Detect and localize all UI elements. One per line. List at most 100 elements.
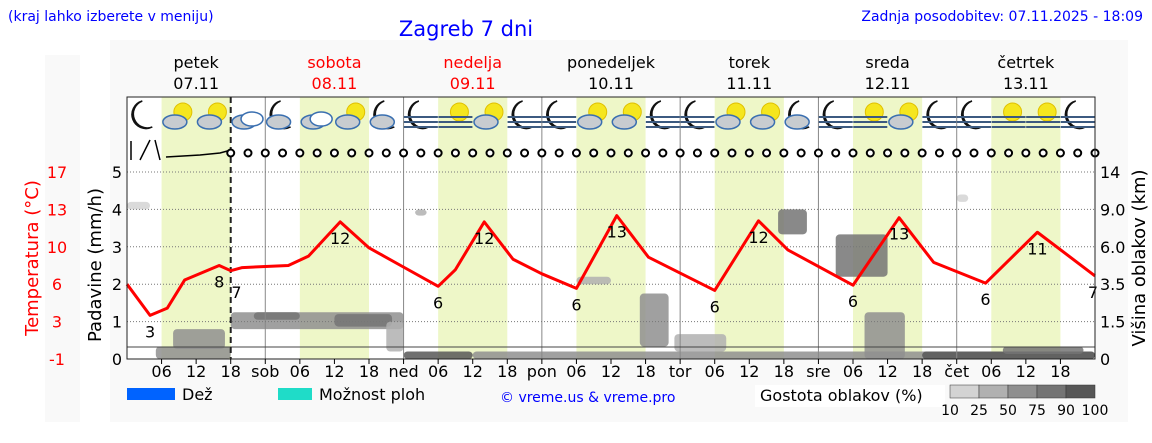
cloud-patch [173, 329, 225, 350]
legend-showers-swatch [278, 388, 312, 400]
day-date: 12.11 [865, 74, 911, 93]
sun-cloud-icon [196, 102, 227, 130]
temperature-label: 7 [1088, 283, 1098, 302]
cloud-height-tick: 0 [1100, 350, 1110, 369]
legend-density-label: Gostota oblakov (%) [760, 386, 923, 405]
x-tick: 06 [566, 362, 586, 381]
day-name: petek [173, 53, 219, 72]
daylight-bands [161, 97, 1061, 359]
calm-wind-marker [865, 148, 875, 158]
density-tick: 75 [1028, 403, 1046, 419]
calm-wind-marker [329, 148, 339, 158]
calm-wind-marker [710, 148, 720, 158]
calm-wind-marker [589, 148, 599, 158]
calm-wind-marker [381, 148, 391, 158]
calm-wind-marker [952, 148, 962, 158]
sun-fog-icon [1026, 102, 1061, 128]
cloud-patch [576, 276, 611, 285]
cloud-patch [956, 194, 969, 202]
x-tick: 12 [463, 362, 483, 381]
density-colorbar: 10 25 50 75 90 100 [941, 384, 1108, 419]
calm-wind-marker [1021, 148, 1031, 158]
x-tick: 12 [186, 362, 206, 381]
cloud-shape [369, 114, 396, 130]
daylight-band [438, 97, 508, 359]
cloud-shape [162, 114, 188, 130]
calm-wind-marker [986, 148, 996, 158]
moon-shape [788, 100, 810, 130]
legend-rain-label: Dež [182, 385, 213, 404]
precip-tick: 1 [112, 313, 122, 332]
cloud-height-tick: 1.5 [1100, 313, 1125, 332]
cloud-patch [639, 293, 669, 347]
sun-cloud-icon [334, 102, 366, 130]
cloud-shape [240, 111, 264, 127]
cloud-shape [715, 114, 741, 130]
x-tick: 06 [151, 362, 171, 381]
density-tick: 50 [999, 403, 1017, 419]
moon-fog-icon [1060, 100, 1095, 130]
calm-wind-marker [399, 148, 409, 158]
day-name: nedelja [443, 53, 502, 72]
calm-wind-marker [796, 148, 806, 158]
temperature-label: 8 [214, 273, 224, 292]
precip-tick: 3 [112, 238, 122, 257]
temp-axis-panel [45, 55, 80, 422]
x-tick: sob [251, 362, 279, 381]
sun-shape [1003, 102, 1023, 122]
calm-wind-marker [295, 148, 305, 158]
moon-cloud-icon [369, 100, 396, 130]
density-tick: 25 [970, 403, 988, 419]
cloud-patch [835, 234, 888, 277]
calm-wind-marker [347, 148, 357, 158]
cloud-shape [784, 114, 810, 130]
cloud-patch [127, 201, 151, 210]
moon-fog-icon [957, 100, 991, 130]
overcast-icon [231, 111, 264, 130]
calm-wind-marker [969, 148, 979, 158]
temperature-label: 6 [980, 290, 990, 309]
sun-cloud-icon [473, 102, 504, 130]
temp-tick: 13 [47, 200, 67, 219]
location-hint[interactable]: (kraj lahko izberete v meniju) [8, 9, 214, 25]
temp-tick: -1 [49, 350, 65, 369]
cloud-patch [415, 209, 427, 216]
legend-density-bg [755, 385, 945, 407]
temp-tick: 17 [47, 163, 67, 182]
x-tick: ned [389, 362, 419, 381]
day-date: 09.11 [450, 74, 496, 93]
density-swatch [949, 384, 980, 399]
temperature-label: 13 [607, 223, 627, 242]
daylight-band [714, 97, 784, 359]
temperature-label: 12 [330, 229, 350, 248]
density-swatch [1007, 384, 1038, 399]
cloud-shape [473, 114, 499, 130]
last-update: Zadnja posodobitev: 07.11.2025 - 18:09 [861, 9, 1143, 25]
calm-wind-marker [243, 148, 253, 158]
copyright-link[interactable]: © vreme.us & vreme.pro [500, 390, 675, 406]
sun-shape [864, 102, 884, 122]
sun-cloud-icon [576, 102, 608, 130]
cloud-patch [253, 312, 300, 320]
cloud-patch [334, 314, 393, 327]
moon-shape [131, 100, 153, 130]
calm-wind-marker [260, 148, 270, 158]
calm-wind-marker [450, 148, 460, 158]
day-name: sobota [307, 53, 361, 72]
precip-tick: 2 [112, 275, 122, 294]
calm-wind-marker [744, 148, 754, 158]
temperature-label: 6 [571, 295, 581, 314]
cloud-shape [265, 114, 292, 130]
wind-row [130, 139, 1100, 161]
moon-icon [131, 100, 153, 130]
cloud-shape [888, 114, 914, 130]
calm-wind-marker [623, 148, 633, 158]
cloud-shape [196, 114, 223, 130]
x-tick: 18 [912, 362, 932, 381]
calm-wind-marker [416, 148, 426, 158]
sun-fog-icon [991, 102, 1026, 128]
temperature-line [125, 214, 1096, 317]
precip-axis-label: Padavine (mm/h) [85, 188, 106, 342]
day-date: 07.11 [173, 74, 219, 93]
